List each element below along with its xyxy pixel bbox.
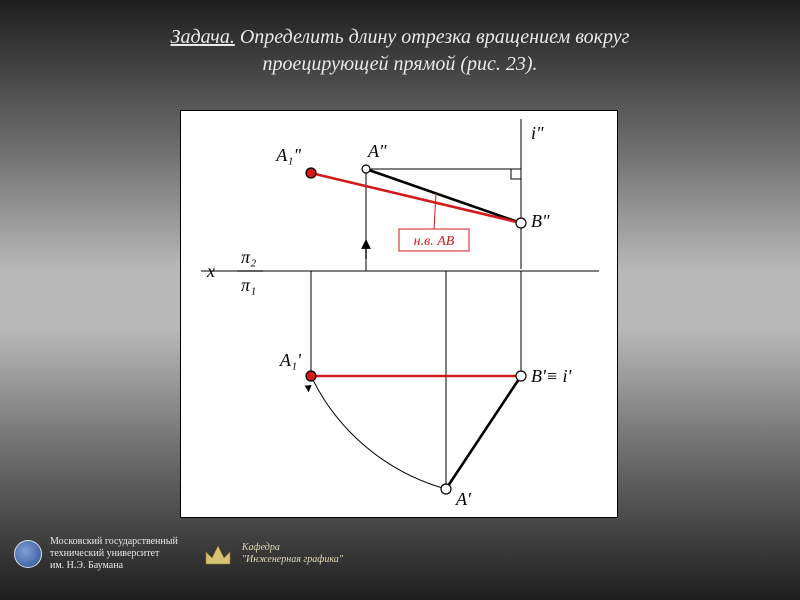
uni-line-2: технический университет [50,548,178,560]
point-A1-2 [306,168,316,178]
label-A1: A' [455,489,472,509]
dept-line-2: "Инженерная графика" [242,554,343,566]
diagram-svg: π₂ π₁ x i" н.в. AB A" A₁" B" A₁' B'≡ i' A' [181,111,619,519]
department-crown-icon [202,540,234,568]
pi1-label: π₁ [241,275,256,295]
right-angle-icon [511,169,521,179]
point-A1 [441,484,451,494]
segment-A1B1 [446,376,521,489]
department-text: Кафедра "Инженерная графика" [242,542,343,566]
uni-line-3: им. Н.Э. Баумана [50,560,178,572]
label-A1-2: A₁" [275,145,301,165]
point-A2 [362,165,370,173]
label-B1: B'≡ i' [531,366,572,386]
dept-line-1: Кафедра [242,542,343,554]
university-block: Московский государственный технический у… [14,536,178,572]
uni-line-1: Московский государственный [50,536,178,548]
title-rest-1: Определить длину отрезка вращением вокру… [235,26,630,48]
title-line-2: проецирующей прямой (рис. 23). [262,53,537,75]
department-block: Кафедра "Инженерная графика" [202,540,343,568]
point-B2 [516,218,526,228]
footer-bar: Московский государственный технический у… [0,536,800,572]
university-text: Московский государственный технический у… [50,536,178,572]
i2-label: i" [531,123,544,143]
pi2-label: π₂ [241,247,256,267]
callout-leader [434,193,436,229]
x-label: x [206,261,215,281]
label-A1-1: A₁' [279,350,302,370]
rotation-arc [311,376,446,489]
diagram-panel: π₂ π₁ x i" н.в. AB A" A₁" B" A₁' B'≡ i' A' [180,110,618,518]
callout-text: н.в. AB [414,234,455,249]
point-A1-1 [306,371,316,381]
university-seal-icon [14,540,42,568]
segment-A2B2 [366,169,521,223]
title-prefix: Задача. [171,26,235,48]
problem-title: Задача. Определить длину отрезка вращени… [0,24,800,78]
label-A2: A" [367,141,387,161]
label-B2: B" [531,211,550,231]
point-B1 [516,371,526,381]
segment-A12-B2 [311,173,521,223]
